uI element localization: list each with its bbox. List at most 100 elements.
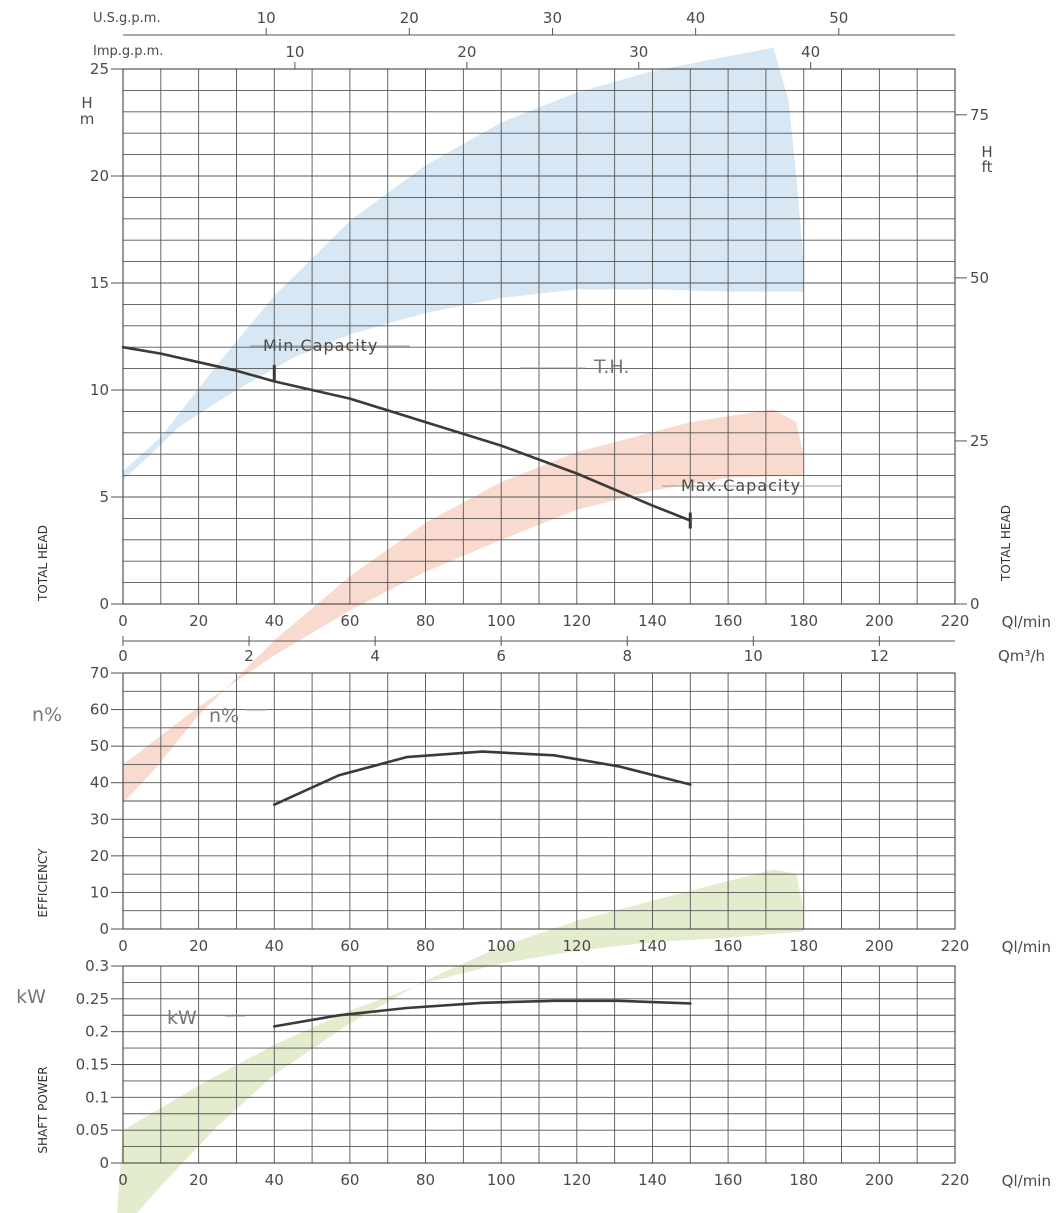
grid-panel-efficiency <box>122 672 956 930</box>
m3h-tick-label: 10 <box>744 647 763 665</box>
impgpm-tick-label: 30 <box>629 43 648 61</box>
x-tick-label: 80 <box>416 1171 435 1189</box>
efficiency-range-band <box>123 409 804 803</box>
x-tick-label: 40 <box>265 612 284 630</box>
x-tick-label: 20 <box>189 937 208 955</box>
y-tick-label: 0 <box>99 1154 109 1172</box>
x-tick-label: 100 <box>487 612 516 630</box>
grid-panel-head <box>122 68 956 605</box>
efficiency-unit: n% <box>32 704 62 726</box>
x-tick-label: 0 <box>118 1171 128 1189</box>
max-capacity-label: Max.Capacity <box>681 476 801 495</box>
x-tick-label: 200 <box>865 612 894 630</box>
x-tick-label: 160 <box>714 937 743 955</box>
efficiency-band-label: n% <box>209 705 239 727</box>
x-tick-label: 100 <box>487 1171 516 1189</box>
x-tick-label: 120 <box>562 1171 591 1189</box>
ft-tick-label: 75 <box>970 106 989 124</box>
x-tick-label: 0 <box>118 937 128 955</box>
efficiency-curve <box>273 750 692 806</box>
x-tick-label: 60 <box>340 612 359 630</box>
y-tick-label: 15 <box>90 274 109 292</box>
y-tick-label: 25 <box>90 60 109 78</box>
impgpm-tick-label: 10 <box>285 43 304 61</box>
usgpm-tick-label: 20 <box>400 9 419 27</box>
y-tick-label: 0 <box>99 920 109 938</box>
x-tick-label: 0 <box>118 612 128 630</box>
y-axis-title: EFFICIENCY <box>36 848 50 918</box>
y-tick-label: 60 <box>90 701 109 719</box>
x-axis-unit: Ql/min <box>1002 938 1051 956</box>
impgpm-tick-label: 20 <box>457 43 476 61</box>
x-tick-label: 120 <box>562 937 591 955</box>
y-tick-label: 0.15 <box>76 1056 109 1074</box>
impgpm-tick-label: 40 <box>801 43 820 61</box>
x-axis-unit: Ql/min <box>1002 613 1051 631</box>
th-band-label: T.H. <box>593 356 629 378</box>
x-tick-label: 200 <box>865 937 894 955</box>
usgpm-tick-label: 50 <box>829 9 848 27</box>
panel-frame <box>122 68 956 605</box>
grid-panel-power <box>122 965 956 1164</box>
x-tick-label: 80 <box>416 937 435 955</box>
usgpm-tick-label: 30 <box>543 9 562 27</box>
x-tick-label: 160 <box>714 612 743 630</box>
chart-grids <box>122 68 956 1164</box>
y-tick-label: 0.1 <box>85 1088 109 1106</box>
ft-tick-label: 0 <box>970 595 980 613</box>
head-unit-right-ft: ft <box>982 158 993 176</box>
y-tick-label: 0 <box>99 595 109 613</box>
m3h-tick-label: 2 <box>244 647 254 665</box>
head-unit-h: H <box>81 94 92 112</box>
y-tick-label: 10 <box>90 883 109 901</box>
x-tick-label: 180 <box>789 937 818 955</box>
usgpm-tick-label: 10 <box>257 9 276 27</box>
x-tick-label: 60 <box>340 937 359 955</box>
y-tick-label: 30 <box>90 810 109 828</box>
head-curve <box>121 345 692 522</box>
y-axis-title: TOTAL HEAD <box>36 525 50 602</box>
y-tick-label: 0.2 <box>85 1023 109 1041</box>
x-tick-label: 140 <box>638 1171 667 1189</box>
x-tick-label: 120 <box>562 612 591 630</box>
panel-frame <box>122 672 956 930</box>
usgpm-tick-label: 40 <box>686 9 705 27</box>
ft-tick-label: 50 <box>970 269 989 287</box>
x-tick-label: 40 <box>265 937 284 955</box>
power-range-band <box>117 869 804 1213</box>
y-tick-label: 20 <box>90 167 109 185</box>
y-axis-title: SHAFT POWER <box>36 1066 50 1153</box>
head-unit-right-h: H <box>981 143 992 161</box>
impgpm-axis-label: Imp.g.p.m. <box>93 44 163 59</box>
x-tick-label: 140 <box>638 612 667 630</box>
y-tick-label: 40 <box>90 774 109 792</box>
m3h-axis-unit: Qm³/h <box>998 647 1045 665</box>
m3h-tick-label: 6 <box>496 647 506 665</box>
ft-tick-label: 25 <box>970 432 989 450</box>
chart-annotations: Min.Capacity Max.Capacity T.H. n% kW <box>167 336 841 1029</box>
x-tick-label: 220 <box>941 1171 970 1189</box>
x-tick-label: 140 <box>638 937 667 955</box>
x-axis-unit: Ql/min <box>1002 1172 1051 1190</box>
x-tick-label: 220 <box>941 612 970 630</box>
usgpm-axis-label: U.S.g.p.m. <box>93 11 161 26</box>
performance-curves <box>121 345 692 1028</box>
y-tick-label: 50 <box>90 737 109 755</box>
m3h-tick-label: 8 <box>622 647 632 665</box>
x-tick-label: 80 <box>416 612 435 630</box>
x-tick-label: 60 <box>340 1171 359 1189</box>
power-unit: kW <box>16 986 46 1008</box>
m3h-tick-label: 12 <box>870 647 889 665</box>
power-curve <box>273 999 692 1028</box>
operating-range-bands <box>117 47 804 1213</box>
y-tick-label: 0.05 <box>76 1121 109 1139</box>
y-tick-label: 70 <box>90 664 109 682</box>
x-tick-label: 180 <box>789 612 818 630</box>
y-tick-label: 0.3 <box>85 957 109 975</box>
x-tick-label: 20 <box>189 1171 208 1189</box>
y-tick-label: 5 <box>99 488 109 506</box>
x-tick-label: 40 <box>265 1171 284 1189</box>
x-tick-label: 20 <box>189 612 208 630</box>
head-unit-m: m <box>80 110 95 128</box>
